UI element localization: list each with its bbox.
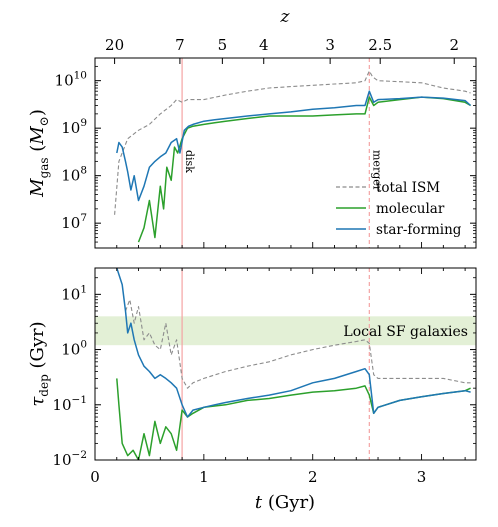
series-line-molecular-bottom [116, 378, 471, 460]
z-tick-label: 2.5 [368, 36, 392, 54]
z-tick-label: 2 [449, 36, 459, 54]
y-tick-label: 107 [61, 212, 87, 232]
band-label: Local SF galaxies [343, 324, 468, 340]
disk-label: disk [183, 150, 196, 173]
y-tick-label: 1010 [55, 70, 87, 90]
y-axis-label-tau: τdep (Gyr) [27, 321, 51, 406]
z-tick-label: 5 [218, 36, 228, 54]
z-tick-label: 4 [259, 36, 269, 54]
x-tick-label: 2 [308, 468, 318, 486]
z-tick-label: 7 [175, 36, 185, 54]
x-axis-label-t: t (Gyr) [255, 492, 315, 513]
redshift-axis-ticks: 20 7 5 4 3 2.5 2 [105, 36, 459, 64]
series-line-total-ism-top [114, 70, 471, 215]
legend: total ISM molecular star-forming [336, 180, 462, 238]
merger-label: merger [370, 150, 383, 192]
x-tick-label: 1 [199, 468, 209, 486]
x-tick-label: 3 [417, 468, 427, 486]
bottom-panel-frame [94, 267, 477, 461]
vlines-bottom [181, 268, 370, 460]
legend-label-molecular: molecular [376, 201, 445, 217]
series-line-molecular-top [137, 96, 471, 243]
series-line-star-forming-bottom [116, 268, 471, 418]
z-tick-label: 20 [105, 36, 124, 54]
series-bottom [116, 268, 471, 460]
y-tick-label: 101 [61, 283, 87, 303]
band-local-sf [95, 316, 476, 346]
y-tick-label: 109 [61, 117, 87, 137]
y-axis-label-mgas: Mgas (M⊙) [27, 109, 51, 198]
legend-label-total-ism: total ISM [376, 180, 440, 196]
series-line-total-ism-bottom [124, 299, 471, 389]
z-tick-label: 3 [325, 36, 335, 54]
top-axis-label-z: z [280, 7, 291, 27]
y-tick-label: 108 [61, 165, 87, 185]
y-tick-label: 10−2 [52, 449, 87, 469]
series-line-star-forming-top [116, 90, 472, 202]
vlines-top [181, 58, 370, 248]
ticks-top-panel: 107 108 109 1010 [55, 65, 476, 248]
y-tick-label: 100 [61, 339, 87, 359]
legend-label-star-forming: star-forming [376, 222, 462, 238]
series-top [114, 70, 472, 243]
y-tick-label: 10−1 [52, 394, 87, 414]
x-tick-label: 0 [90, 468, 100, 486]
